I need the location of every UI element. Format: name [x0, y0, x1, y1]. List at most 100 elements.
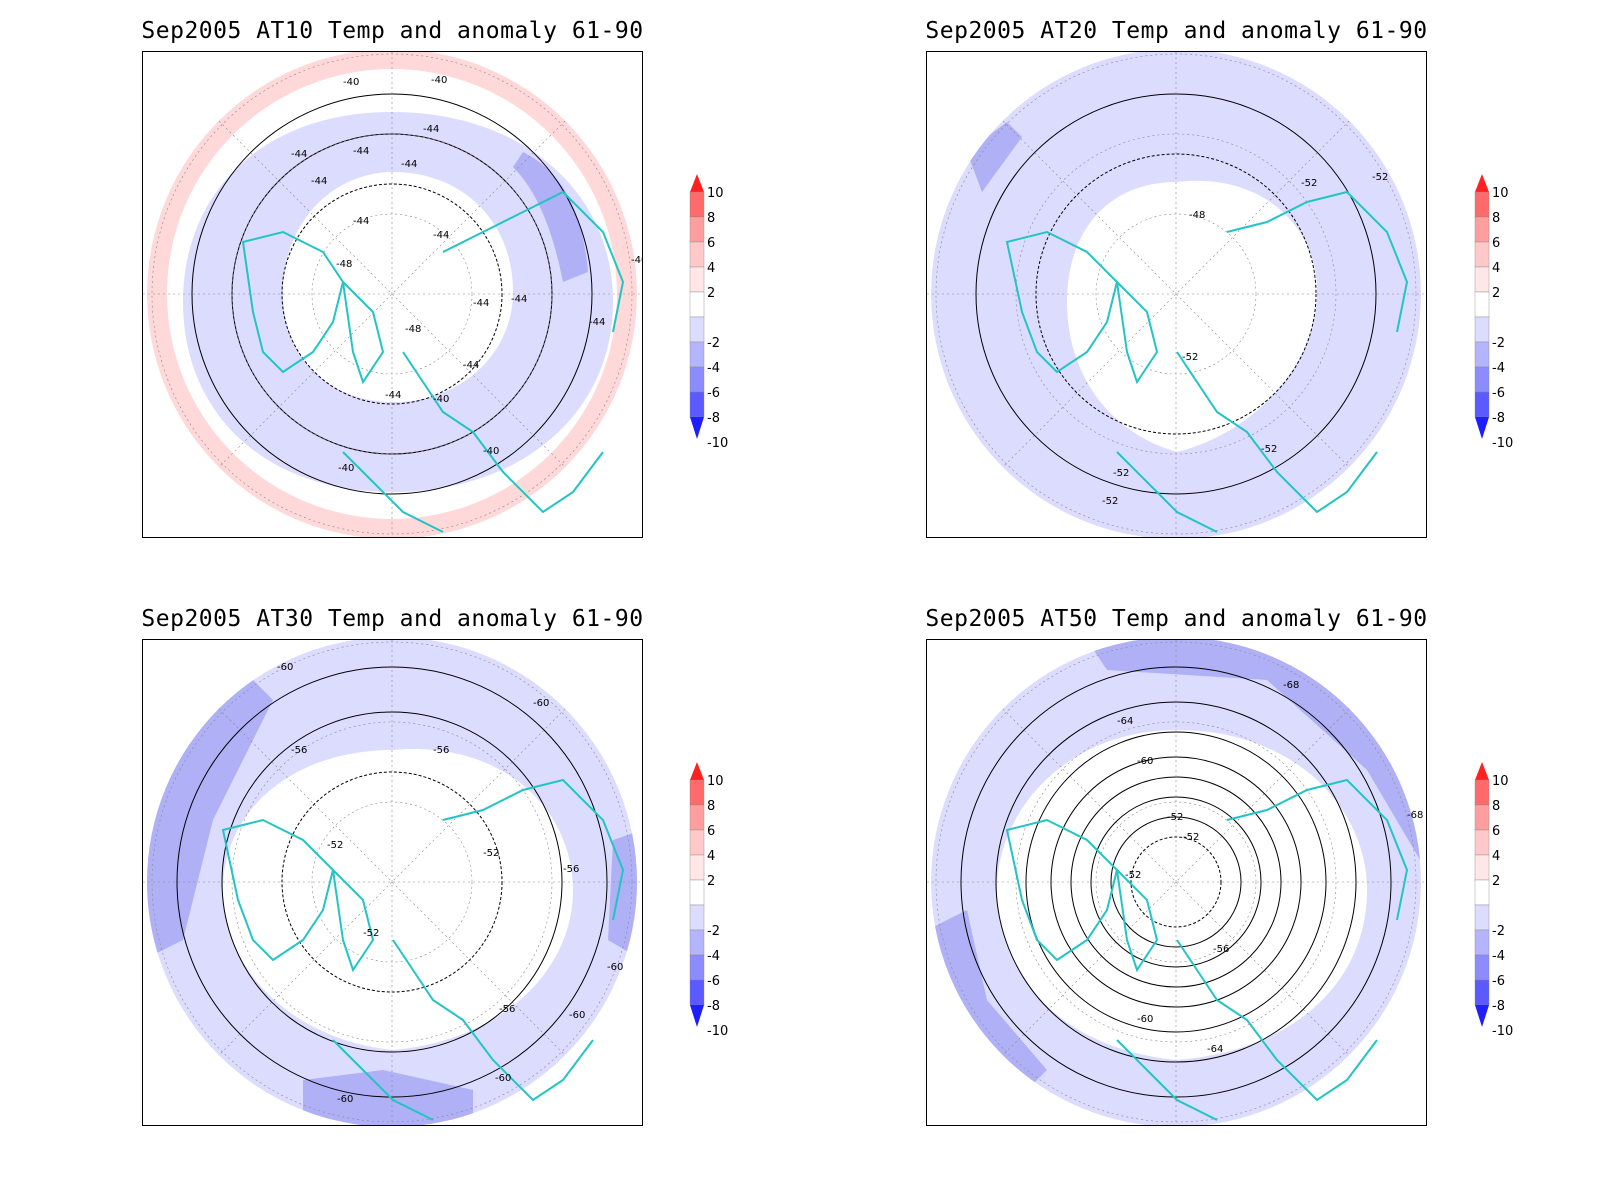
colorbar-segment	[689, 191, 705, 218]
colorbar-svg: 10 8 6 4 2 -2 -4 -6 -8 -10	[1474, 174, 1513, 451]
contour-label: -52	[1102, 496, 1118, 507]
colorbar-tick-label: -8	[1492, 999, 1505, 1014]
contour-label: -44	[311, 176, 327, 187]
contour-label: -56	[291, 745, 307, 756]
colorbar-segment	[1474, 291, 1490, 318]
colorbar-tick-label: 6	[707, 824, 715, 839]
colorbar-segment	[1474, 241, 1490, 268]
colorbar-segment	[1474, 316, 1490, 343]
colorbar-tick-label: -2	[707, 336, 720, 351]
contour-labels: -52 -52 -48 -52 -52 -52 -52	[1102, 172, 1388, 507]
contour-label: -64	[1117, 716, 1133, 727]
contour-label: -56	[433, 745, 449, 756]
colorbar-segment	[689, 904, 705, 931]
colorbar-segment	[689, 366, 705, 393]
panel-at20: Sep2005 AT20 Temp and anomaly 61-90	[924, 0, 1429, 545]
panel-at10: Sep2005 AT10 Temp and anomaly 61-90	[140, 0, 645, 545]
cool-anomaly-strong-south	[303, 1070, 473, 1125]
contour-label: -48	[1189, 210, 1205, 221]
colorbar-tick-label: -4	[1492, 361, 1505, 376]
panel-title: Sep2005 AT50 Temp and anomaly 61-90	[925, 606, 1428, 632]
colorbar-segment	[1474, 266, 1490, 293]
cool-anomaly-strong	[967, 122, 1022, 192]
colorbar-tick-label: 2	[1492, 874, 1500, 889]
neutral-core	[223, 749, 573, 1050]
colorbar-segment	[689, 341, 705, 368]
colorbar-tick-label: 10	[1492, 774, 1509, 789]
colorbar-arrow-bottom	[690, 417, 704, 439]
contour-label: -52	[1301, 178, 1317, 189]
panel-title: Sep2005 AT10 Temp and anomaly 61-90	[141, 18, 644, 44]
contour-label: -44	[463, 360, 479, 371]
colorbar-arrow-bottom	[1475, 1005, 1489, 1027]
colorbar-tick-label: 4	[1492, 261, 1500, 276]
colorbar-segment	[1474, 366, 1490, 393]
colorbar-tick-label: -6	[1492, 974, 1505, 989]
contour-label: -40	[631, 255, 642, 266]
colorbar-tick-label: -2	[1492, 336, 1505, 351]
colorbar-segment	[689, 829, 705, 856]
colorbar-tick-label: 10	[707, 186, 724, 201]
polar-map-svg: -40 -40 -40 -44 -44 -44 -44 -44 -44 -48 …	[143, 52, 642, 537]
contour-label: -52	[1261, 444, 1277, 455]
colorbar-segment	[689, 954, 705, 981]
colorbar-segment	[689, 779, 705, 806]
colorbar-tick-label: -10	[1492, 436, 1513, 451]
colorbar-tick-label: 6	[707, 236, 715, 251]
colorbar-tick-label: -4	[707, 361, 720, 376]
contour-labels: -60 -60 -56 -56 -52 -52 -52 -56 -60 -56 …	[277, 662, 623, 1105]
colorbar-segment	[689, 316, 705, 343]
colorbar-svg: 10 8 6 4 2 -2 -4 -6 -8 -10	[689, 174, 728, 451]
colorbar-tick-label: 2	[707, 874, 715, 889]
colorbar-tick-label: 4	[1492, 849, 1500, 864]
contour-label: -48	[405, 324, 421, 335]
colorbar-segment	[1474, 929, 1490, 956]
colorbar-arrow-top	[690, 762, 704, 780]
polar-map: -60 -60 -56 -56 -52 -52 -52 -56 -60 -56 …	[142, 639, 643, 1126]
colorbar-segment	[689, 391, 705, 418]
colorbar-tick-label: -6	[1492, 386, 1505, 401]
colorbar-segment	[1474, 904, 1490, 931]
colorbar-tick-label: -6	[707, 974, 720, 989]
colorbar: 10 8 6 4 2 -2 -4 -6 -8 -10	[688, 758, 748, 1047]
polar-map-svg: -68 -64 -60 -52 -52 -52 -56 -60 -64 -68	[927, 640, 1426, 1125]
colorbar-tick-label: 8	[1492, 799, 1500, 814]
colorbar-segment	[1474, 804, 1490, 831]
contour-label: -60	[1137, 1014, 1153, 1025]
polar-map: -68 -64 -60 -52 -52 -52 -56 -60 -64 -68	[926, 639, 1427, 1126]
contour-label: -60	[607, 962, 623, 973]
colorbar-tick-label: -2	[1492, 924, 1505, 939]
colorbar-tick-label: -8	[707, 411, 720, 426]
colorbar-svg: 10 8 6 4 2 -2 -4 -6 -8 -10	[689, 762, 728, 1039]
panel-title: Sep2005 AT30 Temp and anomaly 61-90	[141, 606, 644, 632]
colorbar-tick-label: 8	[707, 799, 715, 814]
colorbar-segment	[689, 291, 705, 318]
colorbar-segment	[689, 979, 705, 1006]
colorbar-segment	[689, 929, 705, 956]
contour-label: -44	[433, 230, 449, 241]
contour-label: -60	[495, 1073, 511, 1084]
panel-title: Sep2005 AT20 Temp and anomaly 61-90	[925, 18, 1428, 44]
contour-label: -48	[336, 259, 352, 270]
colorbar-segment	[1474, 391, 1490, 418]
colorbar-tick-label: 4	[707, 849, 715, 864]
colorbar-segment	[689, 216, 705, 243]
colorbar-segment	[1474, 191, 1490, 218]
colorbar: 10 8 6 4 2 -2 -4 -6 -8 -10	[1473, 170, 1533, 459]
contour-label: -52	[363, 928, 379, 939]
polar-map: -40 -40 -40 -44 -44 -44 -44 -44 -44 -48 …	[142, 51, 643, 538]
contour-label: -44	[511, 294, 527, 305]
contour-label: -52	[1183, 832, 1199, 843]
colorbar-tick-label: -8	[1492, 411, 1505, 426]
contour-label: -44	[353, 146, 369, 157]
contour-label: -44	[291, 149, 307, 160]
colorbar-segment	[1474, 879, 1490, 906]
polar-map-svg: -60 -60 -56 -56 -52 -52 -52 -56 -60 -56 …	[143, 640, 642, 1125]
contour-label: -52	[327, 840, 343, 851]
contour-label: -60	[569, 1010, 585, 1021]
polar-map: -52 -52 -48 -52 -52 -52 -52	[926, 51, 1427, 538]
contour-label: -60	[337, 1094, 353, 1105]
colorbar-segment	[689, 804, 705, 831]
contour-label: -60	[1137, 756, 1153, 767]
contour-label: -60	[533, 698, 549, 709]
